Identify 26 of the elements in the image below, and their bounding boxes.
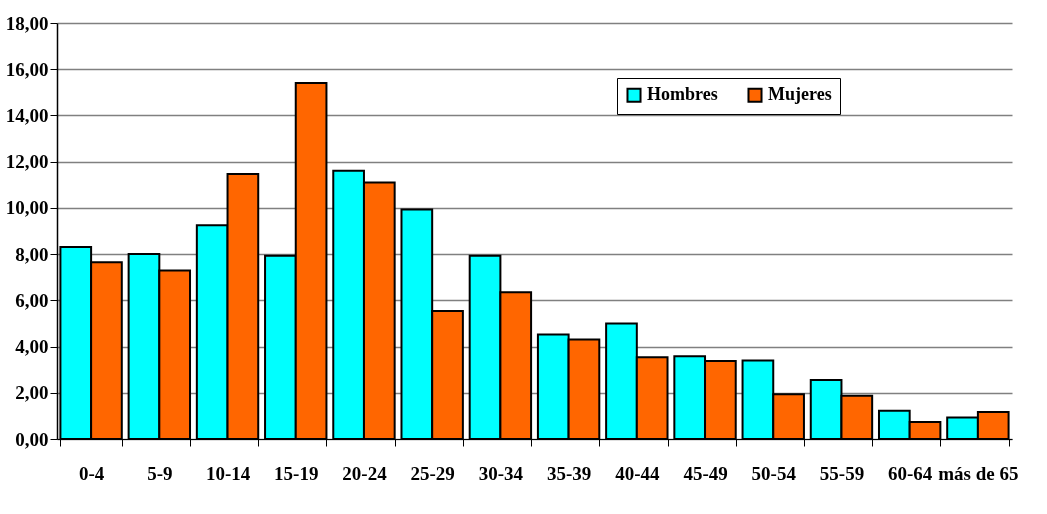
x-tick-label: 55-59 [819, 462, 865, 484]
x-tick-label: 25-29 [410, 462, 455, 484]
y-tick-label: 14,00 [5, 104, 49, 126]
x-tick-label: 10-14 [205, 462, 251, 484]
x-tick-label: 60-64 [888, 462, 933, 484]
x-tick-label: más de 65 [938, 462, 1019, 484]
legend-label: Mujeres [768, 84, 832, 105]
y-tick-label: 6,00 [15, 289, 49, 311]
y-tick-label: 16,00 [5, 58, 49, 80]
x-tick-label: 15-19 [274, 462, 319, 484]
x-tick-label: 40-44 [615, 462, 660, 484]
x-tick-label: 50-54 [751, 462, 797, 484]
x-tick-label: 35-39 [546, 462, 592, 484]
y-tick-label: 4,00 [15, 336, 49, 358]
y-tick-label: 2,00 [15, 382, 49, 404]
x-tick-label: 20-24 [342, 462, 388, 484]
y-tick-label: 8,00 [15, 243, 49, 265]
x-tick-label: 45-49 [683, 462, 728, 484]
y-tick-label: 10,00 [5, 197, 49, 219]
x-tick-label: 5-9 [147, 462, 173, 484]
legend-label: Hombres [647, 84, 718, 105]
x-tick-label: 30-34 [478, 462, 524, 484]
y-tick-label: 0,00 [15, 428, 49, 450]
y-tick-label: 18,00 [5, 12, 49, 34]
y-tick-label: 12,00 [5, 151, 49, 173]
x-tick-label: 0-4 [78, 462, 105, 484]
